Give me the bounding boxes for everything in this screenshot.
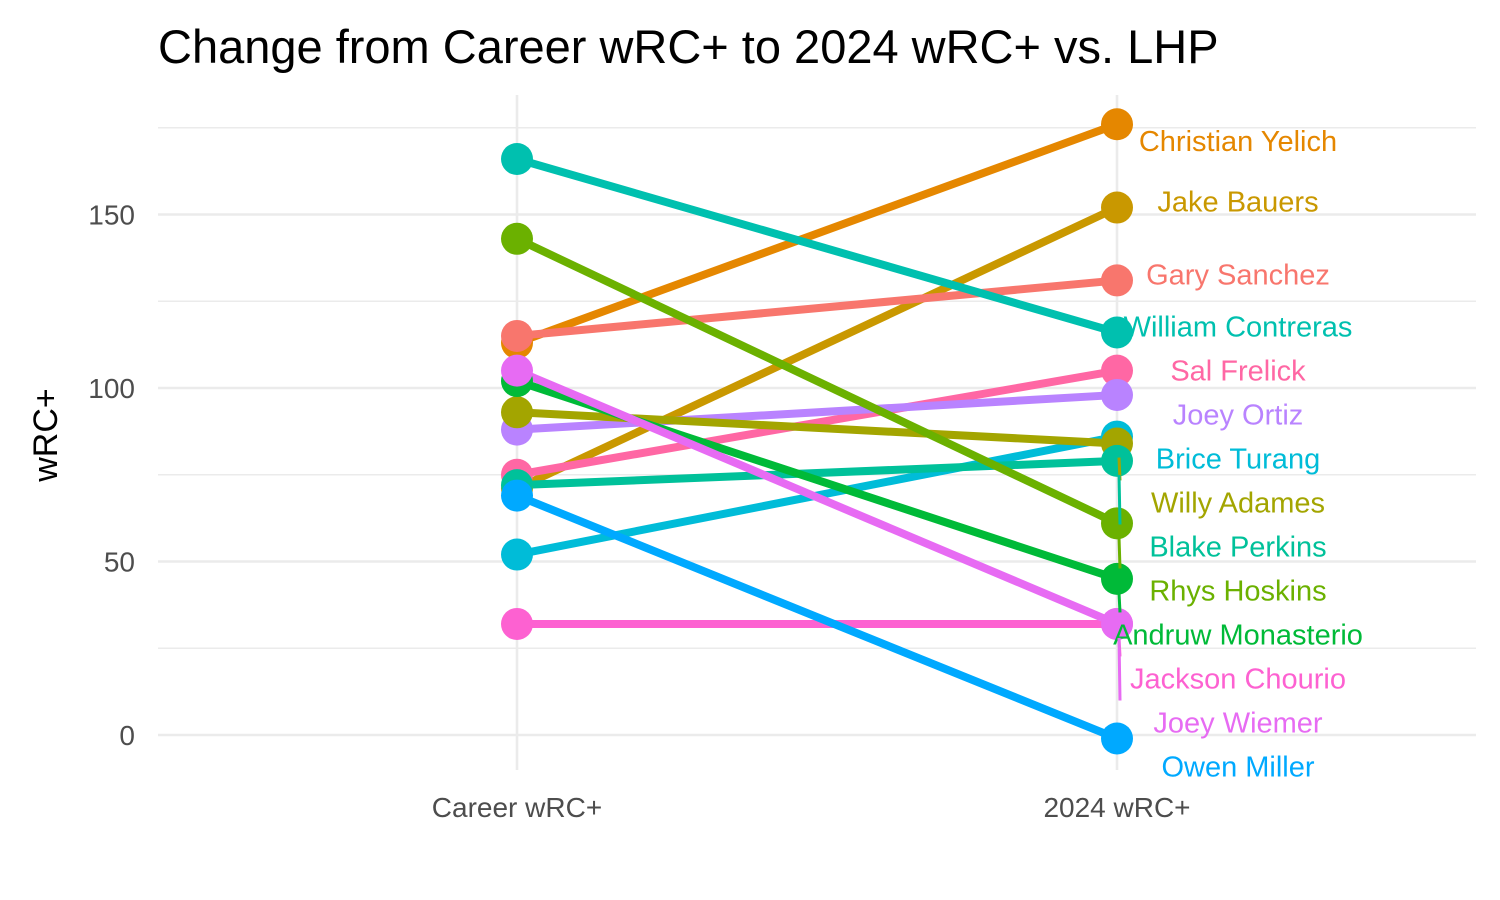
- point-christian-yelich-2024: [1101, 108, 1133, 141]
- label-blake-perkins: Blake Perkins: [1149, 531, 1326, 563]
- y-axis: 0 50 100 150: [88, 200, 135, 752]
- label-gary-sanchez: Gary Sanchez: [1146, 259, 1330, 291]
- y-tick-label: 50: [104, 547, 135, 578]
- series-line-jake-bauers: [515, 203, 1119, 493]
- grid: [158, 95, 1476, 770]
- series-line-william-contreras: [515, 155, 1119, 337]
- point-andruw-monasterio-2024: [1101, 562, 1133, 595]
- points-group: [501, 108, 1133, 755]
- point-william-contreras-2024: [1101, 316, 1133, 349]
- point-blake-perkins-2024: [1101, 444, 1133, 477]
- point-jake-bauers-2024: [1101, 191, 1133, 224]
- label-jake-bauers: Jake Bauers: [1157, 187, 1318, 219]
- series-line-gary-sanchez: [516, 276, 1118, 340]
- point-rhys-hoskins-career: [501, 222, 533, 255]
- label-owen-miller: Owen Miller: [1161, 751, 1314, 783]
- y-axis-title: wRC+: [27, 388, 65, 483]
- point-owen-miller-career: [501, 479, 533, 512]
- series-line-blake-perkins: [516, 456, 1118, 490]
- point-joey-ortiz-2024: [1101, 378, 1133, 411]
- label-jackson-chourio: Jackson Chourio: [1130, 663, 1346, 695]
- label-brice-turang: Brice Turang: [1156, 443, 1320, 475]
- series-line-joey-ortiz: [516, 390, 1118, 434]
- series-group: [515, 120, 1119, 743]
- y-tick-label: 0: [119, 720, 135, 751]
- y-tick-label: 150: [88, 200, 135, 231]
- labels-group: Christian Yelich Jake Bauers Gary Sanchez W…: [1113, 126, 1363, 783]
- label-joey-wiemer: Joey Wiemer: [1153, 707, 1323, 739]
- label-william-contreras: William Contreras: [1124, 311, 1353, 343]
- point-rhys-hoskins-2024: [1101, 507, 1133, 540]
- label-rhys-hoskins: Rhys Hoskins: [1149, 575, 1326, 607]
- label-leader-joey-wiemer: [1117, 637, 1122, 701]
- series-line-sal-frelick: [516, 366, 1118, 479]
- series-line-owen-miller: [515, 491, 1119, 743]
- chart-title: Change from Career wRC+ to 2024 wRC+ vs.…: [158, 20, 1219, 73]
- label-andruw-monasterio: Andruw Monasterio: [1113, 619, 1363, 651]
- point-owen-miller-2024: [1101, 722, 1133, 755]
- series-line-rhys-hoskins: [515, 235, 1119, 527]
- x-tick-label: Career wRC+: [432, 792, 602, 823]
- point-joey-wiemer-2024: [1101, 607, 1133, 640]
- y-tick-label: 100: [88, 373, 135, 404]
- point-sal-frelick-2024: [1101, 354, 1133, 387]
- label-willy-adames: Willy Adames: [1151, 487, 1325, 519]
- point-gary-sanchez-2024: [1101, 264, 1133, 297]
- label-sal-frelick: Sal Frelick: [1170, 355, 1306, 387]
- series-line-christian-yelich: [515, 120, 1119, 347]
- label-leader-rhys-hoskins: [1117, 537, 1122, 569]
- label-joey-ortiz: Joey Ortiz: [1173, 399, 1304, 431]
- point-jackson-chourio-career: [501, 607, 533, 640]
- x-axis: Career wRC+ 2024 wRC+: [432, 792, 1191, 823]
- point-brice-turang-career: [501, 538, 533, 571]
- label-christian-yelich: Christian Yelich: [1139, 126, 1337, 158]
- point-gary-sanchez-career: [501, 319, 533, 352]
- label-leader-blake-perkins: [1117, 474, 1122, 525]
- point-william-contreras-career: [501, 142, 533, 175]
- series-line-joey-wiemer: [515, 366, 1119, 628]
- label-leader-andruw-monasterio: [1117, 592, 1122, 613]
- point-willy-adames-career: [501, 396, 533, 429]
- point-joey-wiemer-career: [501, 354, 533, 387]
- x-tick-label: 2024 wRC+: [1043, 792, 1190, 823]
